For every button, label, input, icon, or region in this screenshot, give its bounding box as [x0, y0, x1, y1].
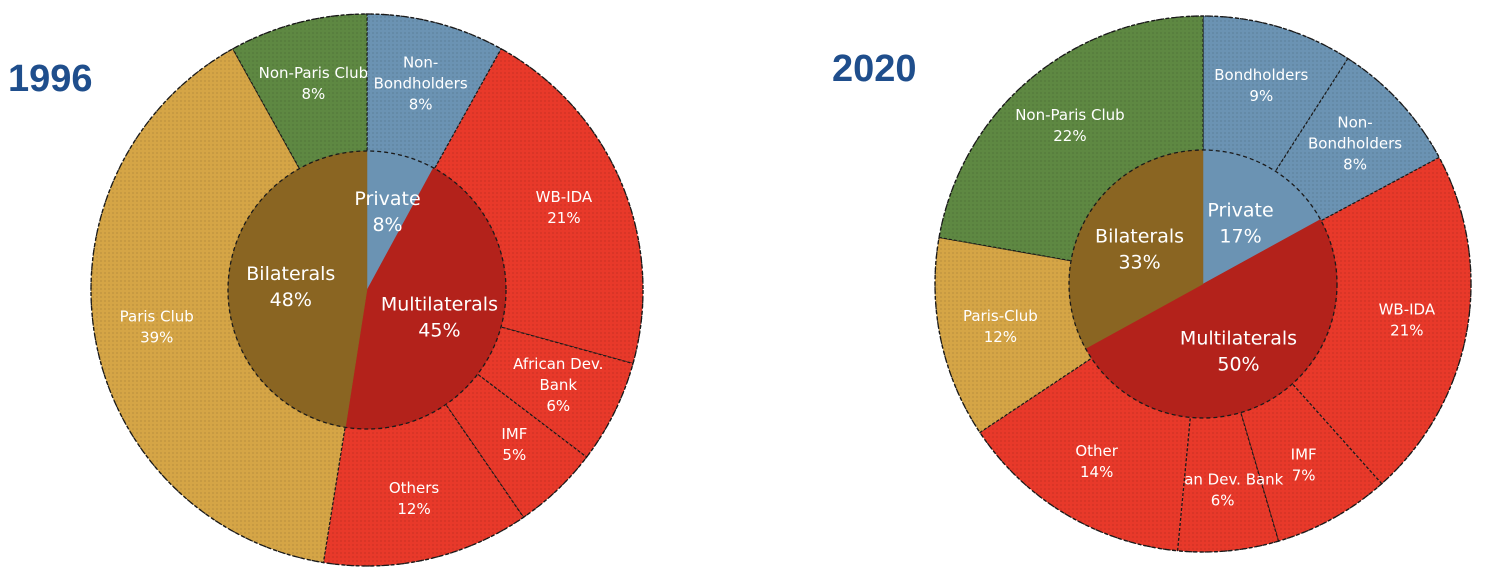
chart-title-2020: 2020	[832, 48, 917, 90]
outer-label-line: 6%	[546, 397, 570, 415]
outer-label-line: WB-IDA	[1379, 300, 1436, 318]
chart-title-1996: 1996	[8, 58, 93, 100]
outer-label-line: Non-	[1337, 114, 1372, 132]
outer-label-asian-dev-bank: Asian Dev. Bank 6%	[1162, 471, 1284, 510]
outer-label-wb-ida: WB-IDA 21%	[1379, 300, 1436, 339]
inner-label-private: Private 8%	[354, 188, 420, 236]
outer-label-line: Bank	[539, 376, 577, 394]
inner-label-name: Bilaterals	[1095, 225, 1184, 247]
outer-label-line: Asian Dev. Bank	[1162, 471, 1284, 489]
outer-label-paris-club: Paris-Club 12%	[963, 307, 1038, 346]
outer-label-line: 14%	[1080, 463, 1113, 481]
outer-label-line: WB-IDA	[536, 188, 593, 206]
outer-label-african-dev-bank: African Dev. Bank 6%	[513, 355, 603, 415]
outer-label-line: Bondholders	[1308, 135, 1402, 153]
outer-label-line: 8%	[409, 95, 433, 113]
inner-label-name: Multilaterals	[1180, 328, 1297, 350]
outer-label-line: 21%	[1390, 321, 1423, 339]
outer-label-non-paris-club: Non-Paris Club 8%	[259, 64, 368, 103]
outer-label-line: 8%	[301, 85, 325, 103]
outer-label-line: Bondholders	[374, 74, 468, 92]
inner-ring-border	[1068, 149, 1338, 419]
inner-label-multilaterals: Multilaterals 50%	[1180, 328, 1297, 376]
outer-label-line: Bondholders	[1214, 66, 1308, 84]
inner-label-name: Bilaterals	[246, 263, 335, 285]
outer-label-other: Other 14%	[1075, 442, 1118, 481]
outer-ring-border	[90, 13, 644, 567]
inner-label-value: 45%	[418, 320, 460, 342]
outer-label-line: 12%	[397, 500, 430, 518]
outer-label-imf: IMF 5%	[501, 425, 527, 464]
inner-label-name: Private	[354, 188, 420, 210]
outer-label-others: Others 12%	[389, 479, 440, 518]
outer-label-line: 22%	[1053, 127, 1086, 145]
inner-label-value: 48%	[270, 289, 312, 311]
inner-label-name: Multilaterals	[381, 294, 498, 316]
outer-label-line: Non-	[403, 53, 438, 71]
outer-label-non-paris-club: Non-Paris Club 22%	[1015, 106, 1124, 145]
outer-slice-wb-ida-texture	[1202, 156, 1472, 485]
inner-label-value: 33%	[1118, 251, 1160, 273]
outer-label-line: 9%	[1249, 87, 1273, 105]
outer-label-line: Paris Club	[120, 308, 194, 326]
outer-ring-border	[934, 15, 1472, 553]
outer-label-line: Other	[1075, 442, 1118, 460]
inner-label-value: 50%	[1217, 354, 1259, 376]
outer-label-bondholders: Bondholders 9%	[1214, 66, 1308, 105]
inner-label-private: Private 17%	[1207, 200, 1273, 248]
outer-label-imf: IMF 7%	[1291, 445, 1317, 484]
outer-label-line: IMF	[501, 425, 527, 443]
outer-label-line: IMF	[1291, 445, 1317, 463]
inner-label-bilaterals: Bilaterals 33%	[1095, 225, 1184, 273]
outer-label-wb-ida: WB-IDA 21%	[536, 188, 593, 227]
donut-2020: Bondholders 9% Non- Bondholders 8% WB-IDA 21% I…	[934, 15, 1472, 553]
outer-label-non-bondholders: Non- Bondholders 8%	[374, 53, 468, 113]
inner-label-multilaterals: Multilaterals 45%	[381, 294, 498, 342]
donut-1996: Non- Bondholders 8% WB-IDA 21% African Dev. Ba…	[90, 13, 644, 567]
inner-label-name: Private	[1207, 200, 1273, 222]
outer-label-line: 21%	[547, 209, 580, 227]
outer-label-line: Paris-Club	[963, 307, 1038, 325]
outer-label-non-bondholders: Non- Bondholders 8%	[1308, 114, 1402, 174]
outer-label-line: 8%	[1343, 156, 1367, 174]
inner-label-value: 17%	[1219, 226, 1261, 248]
outer-label-line: 6%	[1211, 492, 1235, 510]
outer-label-line: Non-Paris Club	[259, 64, 368, 82]
inner-label-value: 8%	[372, 214, 402, 236]
outer-label-line: 7%	[1292, 466, 1316, 484]
outer-label-line: African Dev.	[513, 355, 603, 373]
inner-ring-border	[227, 150, 507, 430]
outer-label-line: 5%	[502, 446, 526, 464]
outer-label-line: 39%	[140, 329, 173, 347]
inner-label-bilaterals: Bilaterals 48%	[246, 263, 335, 311]
outer-label-paris-club: Paris Club 39%	[120, 308, 194, 347]
outer-label-line: 12%	[984, 328, 1017, 346]
outer-label-line: Non-Paris Club	[1015, 106, 1124, 124]
outer-label-line: Others	[389, 479, 440, 497]
